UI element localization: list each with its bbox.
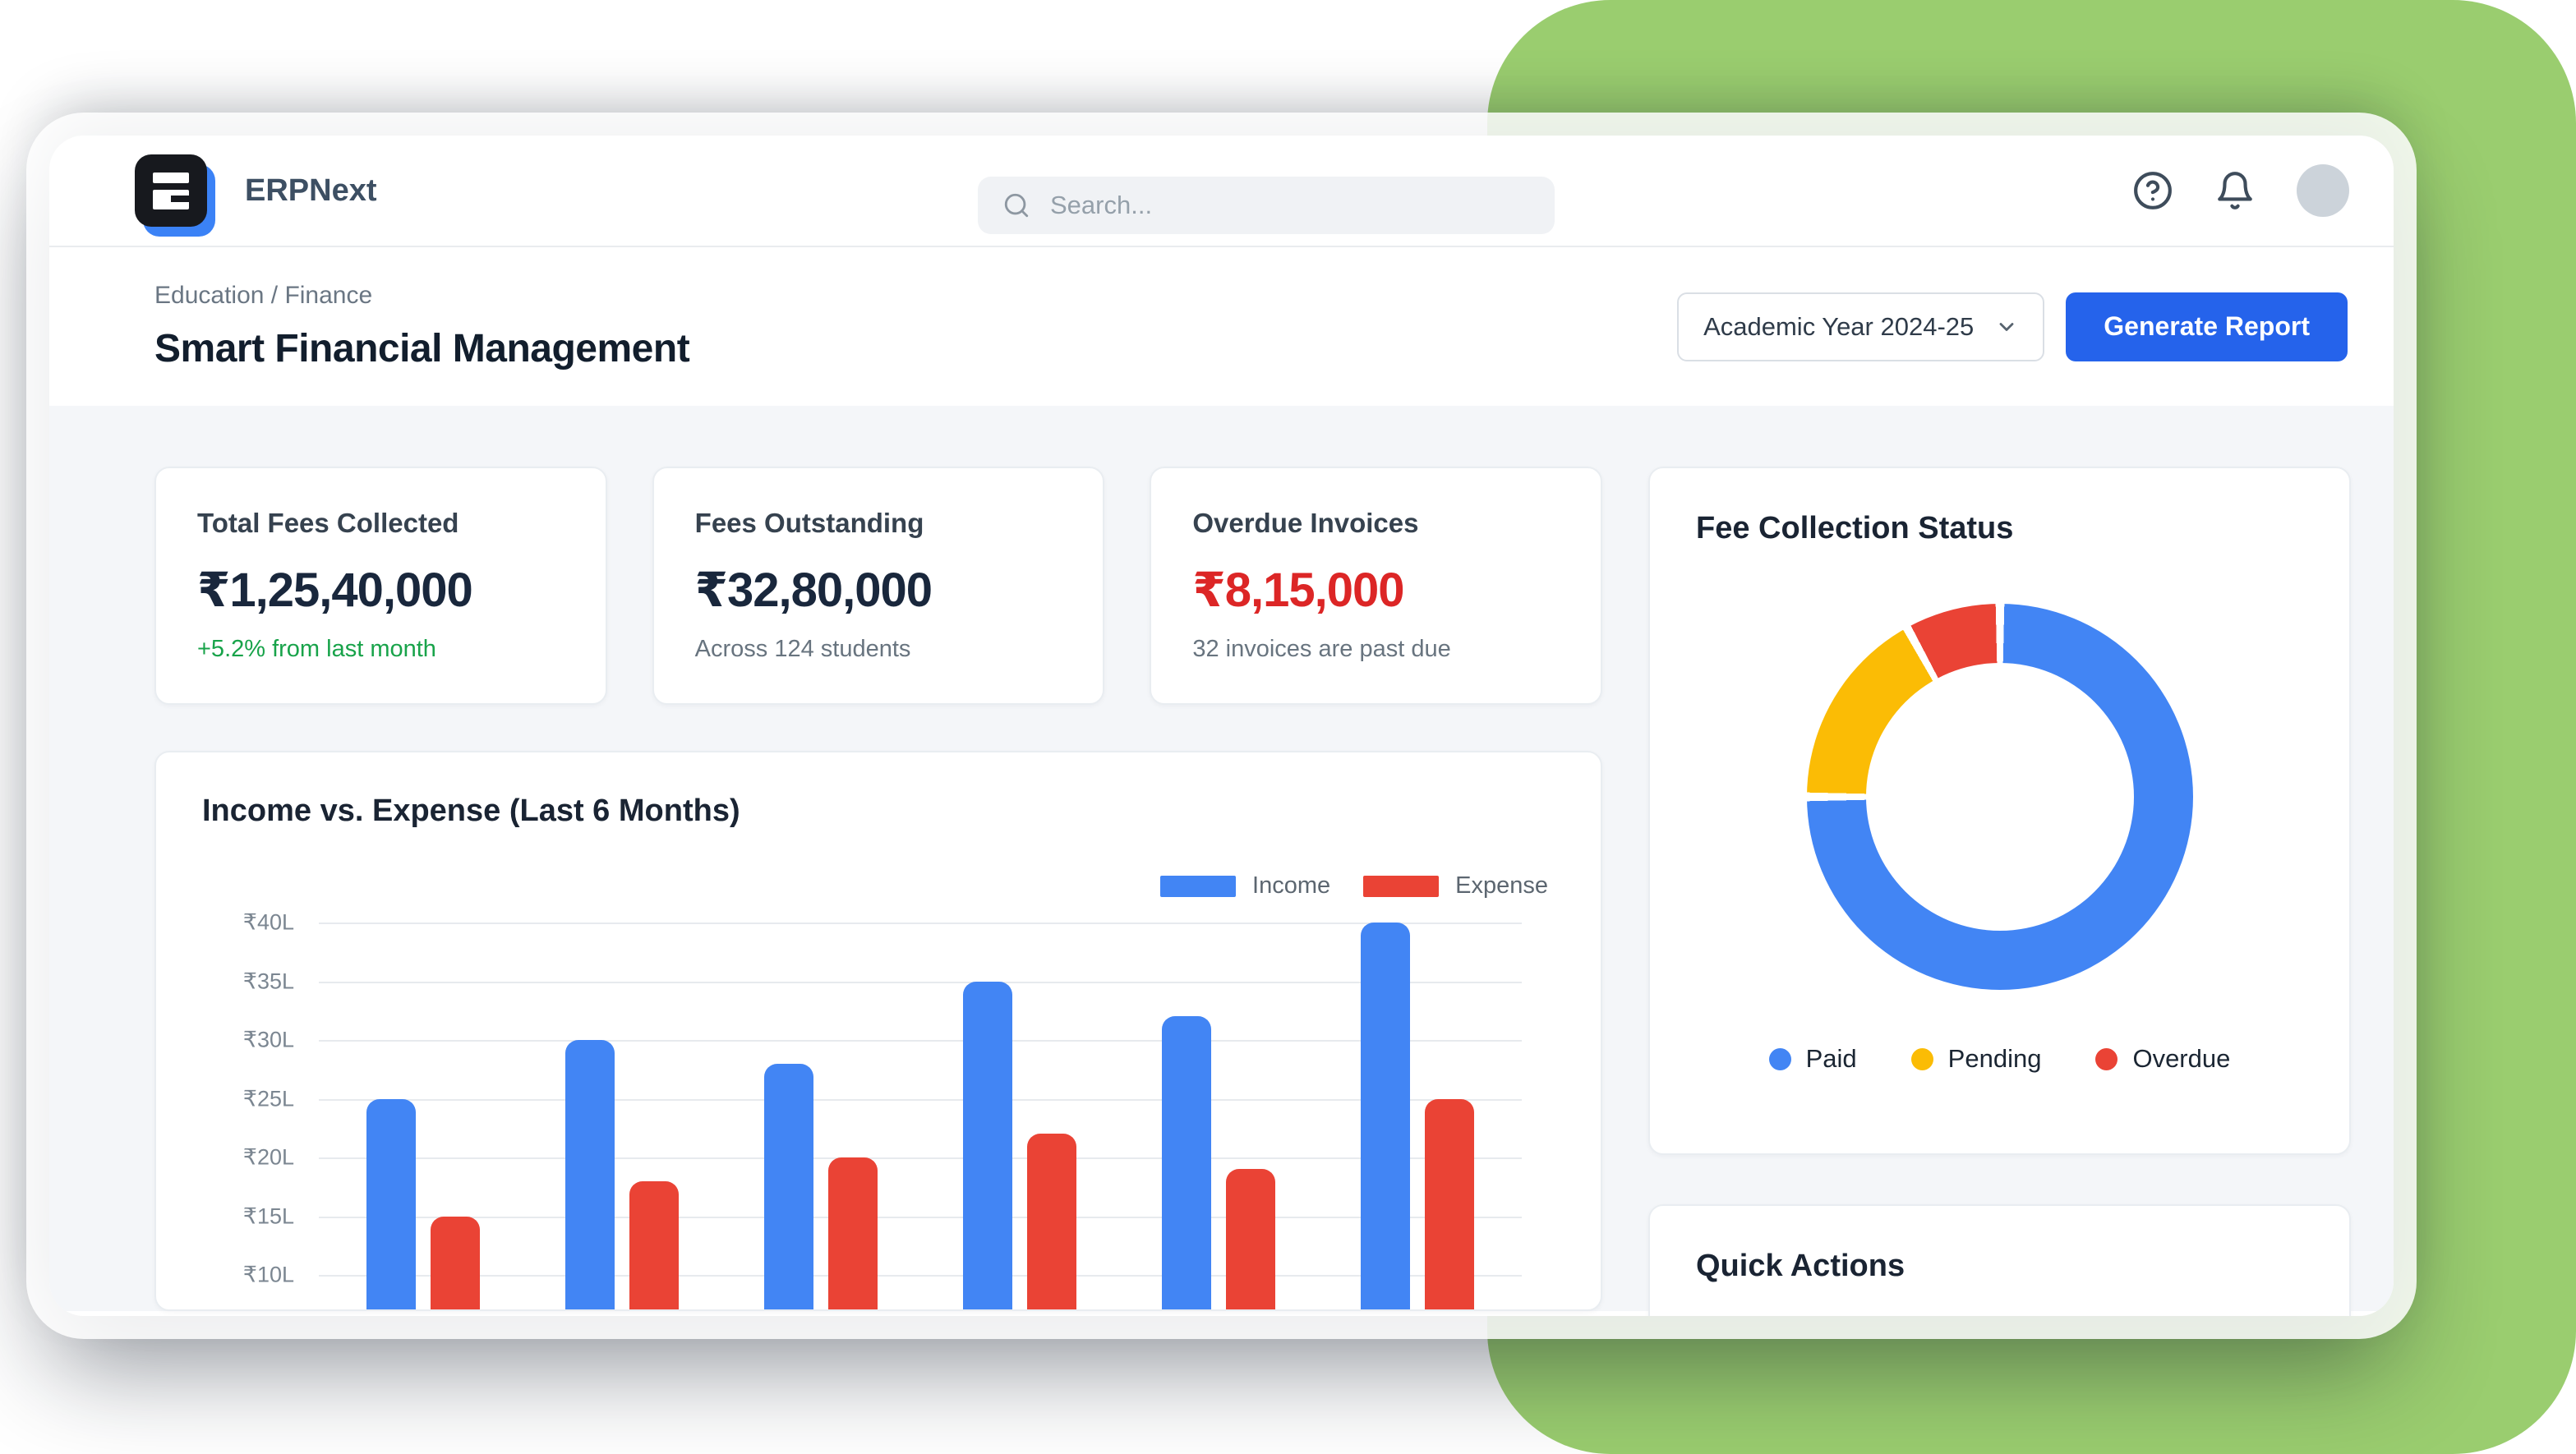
- stat-value: ₹1,25,40,000: [197, 564, 473, 617]
- bar-expense: [1027, 1134, 1076, 1309]
- legend-item-overdue[interactable]: Overdue: [2095, 1044, 2230, 1074]
- paid-dot: [1768, 1047, 1791, 1070]
- user-avatar[interactable]: [2297, 164, 2349, 217]
- generate-report-button[interactable]: Generate Report: [2066, 292, 2348, 361]
- academic-year-select[interactable]: Academic Year 2024-25: [1677, 292, 2045, 361]
- y-axis-tick: ₹25L: [242, 1086, 294, 1111]
- stat-cards-row: Total Fees Collected ₹1,25,40,000 +5.2% …: [154, 467, 1603, 705]
- bar-income: [963, 981, 1012, 1309]
- y-axis-tick: ₹40L: [242, 909, 294, 935]
- bar-group: [963, 923, 1076, 1309]
- question-circle-icon: [2134, 172, 2172, 209]
- legend-item-paid[interactable]: Paid: [1768, 1044, 1857, 1074]
- page-title: Smart Financial Management: [154, 327, 690, 370]
- bar-group: [1361, 923, 1474, 1309]
- stat-value: ₹8,15,000: [1192, 564, 1404, 617]
- bar-plot: ₹40L ₹35L ₹30L ₹25L ₹20L ₹15L ₹10L: [243, 910, 1522, 1309]
- help-button[interactable]: [2132, 170, 2173, 211]
- bar-income: [565, 1040, 615, 1309]
- fee-status-donut-chart: [1806, 604, 2193, 990]
- stat-subtext: Across 124 students: [694, 636, 911, 662]
- quick-actions-title: Quick Actions: [1696, 1249, 1906, 1283]
- bar-group: [1162, 923, 1275, 1309]
- y-axis-tick: ₹30L: [242, 1027, 294, 1052]
- bars-layer: [319, 923, 1522, 1309]
- bar-chart-legend: Income Expense: [1160, 872, 1548, 900]
- legend-item-pending[interactable]: Pending: [1910, 1044, 2041, 1074]
- expense-swatch: [1363, 875, 1440, 897]
- y-axis-tick: ₹20L: [242, 1144, 294, 1170]
- app-window: ERPNext Search... Education / Finance Sm…: [49, 136, 2394, 1316]
- gridline: [319, 1040, 1522, 1042]
- bar-group: [565, 923, 679, 1309]
- income-swatch: [1160, 875, 1237, 897]
- chevron-down-icon: [1999, 322, 2014, 331]
- bar-expense: [629, 1180, 679, 1309]
- bar-group: [764, 923, 878, 1309]
- quick-actions-card: Quick Actions: [1648, 1204, 2351, 1316]
- bar-expense: [1226, 1169, 1275, 1309]
- top-navbar: ERPNext Search...: [49, 136, 2394, 247]
- academic-year-value: Academic Year 2024-25: [1703, 311, 1975, 341]
- dashboard-content: Total Fees Collected ₹1,25,40,000 +5.2% …: [49, 406, 2394, 1316]
- stat-card-fees-outstanding: Fees Outstanding ₹32,80,000 Across 124 s…: [652, 467, 1105, 705]
- bar-expense: [828, 1157, 878, 1309]
- bar-income: [366, 1098, 416, 1309]
- gridline: [319, 1275, 1522, 1277]
- erpnext-logo[interactable]: [135, 154, 207, 227]
- gridline: [319, 923, 1522, 924]
- gridline: [319, 981, 1522, 983]
- donut-legend: Paid Pending Overdue: [1696, 1044, 2303, 1074]
- stat-value: ₹32,80,000: [694, 564, 933, 617]
- gridline: [319, 1157, 1522, 1159]
- breadcrumb[interactable]: Education / Finance: [154, 282, 373, 309]
- stat-subtext: +5.2% from last month: [197, 636, 436, 662]
- stat-label: Fees Outstanding: [694, 508, 924, 538]
- bar-group: [366, 923, 480, 1309]
- stat-card-total-fees: Total Fees Collected ₹1,25,40,000 +5.2% …: [154, 467, 607, 705]
- topbar-actions: [2132, 164, 2349, 217]
- bar-income: [764, 1063, 813, 1309]
- stat-subtext: 32 invoices are past due: [1192, 636, 1451, 662]
- page-header: Education / Finance Smart Financial Mana…: [49, 247, 2394, 406]
- search-icon: [1004, 193, 1029, 218]
- y-axis-tick: ₹10L: [242, 1262, 294, 1287]
- y-axis-tick: ₹15L: [242, 1203, 294, 1228]
- header-controls: Academic Year 2024-25 Generate Report: [1677, 292, 2348, 361]
- overdue-dot: [2095, 1047, 2118, 1070]
- legend-item-expense[interactable]: Expense: [1363, 872, 1548, 900]
- search-input[interactable]: Search...: [978, 177, 1555, 234]
- y-axis-tick: ₹35L: [242, 969, 294, 993]
- stat-label: Total Fees Collected: [197, 508, 459, 538]
- stat-card-overdue-invoices: Overdue Invoices ₹8,15,000 32 invoices a…: [1150, 467, 1603, 705]
- bar-expense: [1425, 1098, 1474, 1309]
- gridline: [319, 1098, 1522, 1101]
- bell-icon: [2218, 172, 2252, 209]
- chart-title: Income vs. Expense (Last 6 Months): [202, 794, 740, 828]
- fee-collection-status-card: Fee Collection Status Paid Pending: [1648, 467, 2351, 1155]
- legend-item-income[interactable]: Income: [1160, 872, 1330, 900]
- logo-letter-icon: [153, 173, 189, 183]
- fee-status-title: Fee Collection Status: [1696, 511, 2014, 545]
- stat-label: Overdue Invoices: [1192, 508, 1419, 538]
- search-placeholder: Search...: [1050, 191, 1153, 219]
- brand-name: ERPNext: [245, 173, 377, 208]
- income-expense-chart-card: Income vs. Expense (Last 6 Months) Incom…: [154, 751, 1602, 1311]
- bar-income: [1162, 1016, 1211, 1309]
- bar-expense: [431, 1216, 480, 1309]
- pending-dot: [1910, 1047, 1933, 1070]
- bar-income: [1361, 923, 1410, 1309]
- gridline: [319, 1216, 1522, 1218]
- notifications-button[interactable]: [2214, 170, 2256, 211]
